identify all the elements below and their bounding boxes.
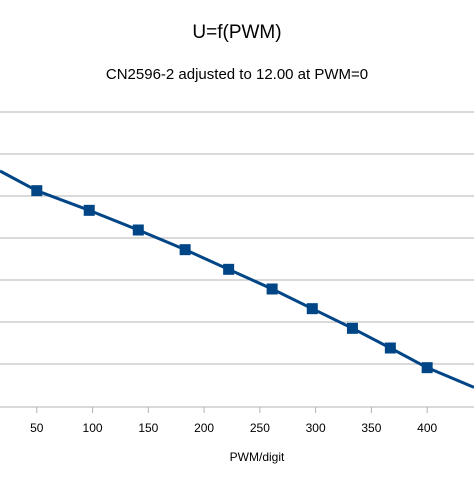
data-point-marker	[179, 244, 191, 256]
x-tick-label: 150	[138, 421, 158, 435]
data-point-marker	[384, 342, 396, 354]
data-point-marker	[132, 224, 144, 236]
x-tick-label: 100	[83, 421, 103, 435]
data-point-marker	[346, 322, 358, 334]
x-axis-label: PWM/digit	[229, 450, 285, 464]
x-tick-label: 350	[361, 421, 381, 435]
x-tick-label: 50	[30, 421, 44, 435]
data-point-marker	[83, 204, 95, 216]
data-point-marker	[266, 283, 278, 295]
series-line	[0, 169, 474, 389]
chart-title: U=f(PWM)	[192, 22, 282, 43]
data-point-marker	[306, 303, 318, 315]
data-point-marker	[421, 362, 433, 374]
chart-subtitle: CN2596-2 adjusted to 12.00 at PWM=0	[105, 66, 369, 83]
data-point-marker	[31, 185, 43, 197]
x-tick-label: 250	[250, 421, 270, 435]
x-tick-label: 300	[306, 421, 326, 435]
x-tick-label: 400	[417, 421, 437, 435]
x-tick-label: 200	[194, 421, 214, 435]
data-point-marker	[223, 263, 235, 275]
